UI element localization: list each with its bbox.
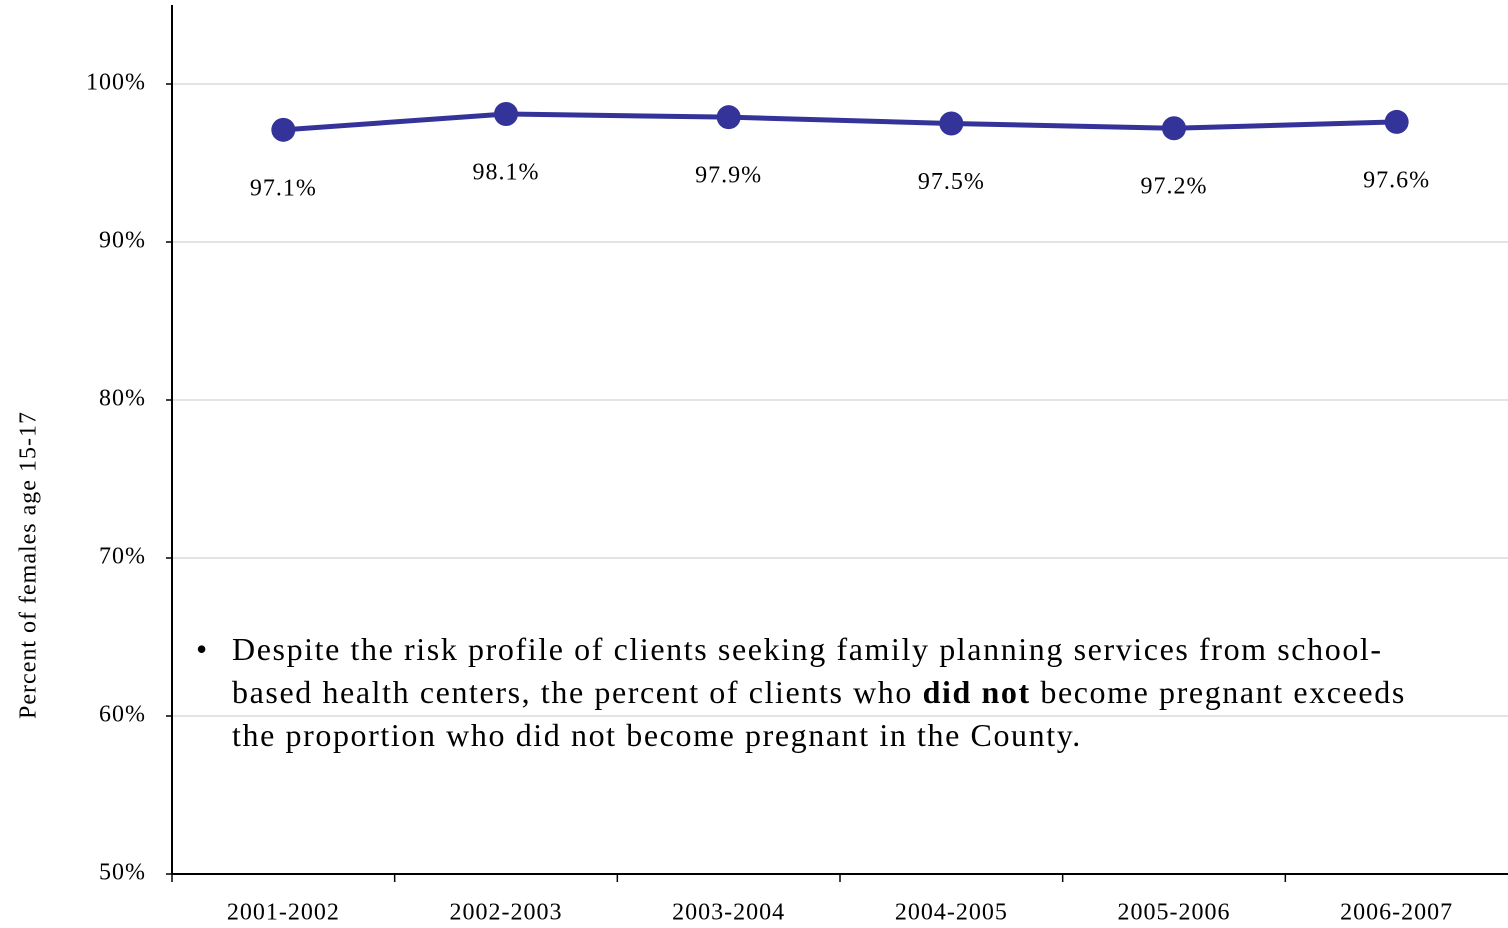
data-label: 97.6% [1363, 167, 1430, 193]
line [283, 111, 1397, 133]
point [1162, 116, 1186, 141]
point [271, 117, 296, 142]
point [494, 102, 518, 127]
data-label: 98.1% [473, 160, 540, 186]
note-text-part: become pregnant exceeds the proportion w… [232, 674, 1406, 753]
x-tick-label: 2002-2003 [450, 900, 563, 926]
y-axis-label: Percent of females age 15-17 [16, 411, 42, 719]
data-label: 97.5% [918, 169, 985, 195]
y-tick-label: 80% [99, 386, 146, 412]
y-tick-label: 90% [99, 228, 146, 254]
note: • Despite the risk profile of clients se… [196, 628, 1426, 757]
note-text-part: Despite the risk profile of clients seek… [232, 631, 1383, 710]
x-tick-label: 2004-2005 [895, 900, 1008, 926]
point [1384, 109, 1409, 134]
x-tick-label: 2001-2002 [227, 900, 340, 926]
y-tick-label: 100% [86, 70, 146, 96]
point [939, 111, 964, 136]
y-tick-label: 60% [99, 702, 146, 728]
note-text: Despite the risk profile of clients seek… [232, 628, 1426, 757]
note-bold: did not [922, 674, 1031, 710]
data-label: 97.1% [250, 175, 317, 201]
point [716, 105, 741, 130]
y-tick-label: 70% [99, 544, 146, 570]
x-tick-label: 2005-2006 [1118, 900, 1231, 926]
bullet: • [196, 631, 209, 667]
x-tick-label: 2006-2007 [1340, 900, 1453, 926]
y-tick-label: 50% [99, 860, 146, 886]
data-label: 97.2% [1141, 174, 1208, 200]
x-tick-label: 2003-2004 [672, 900, 785, 926]
data-label: 97.9% [695, 163, 762, 189]
